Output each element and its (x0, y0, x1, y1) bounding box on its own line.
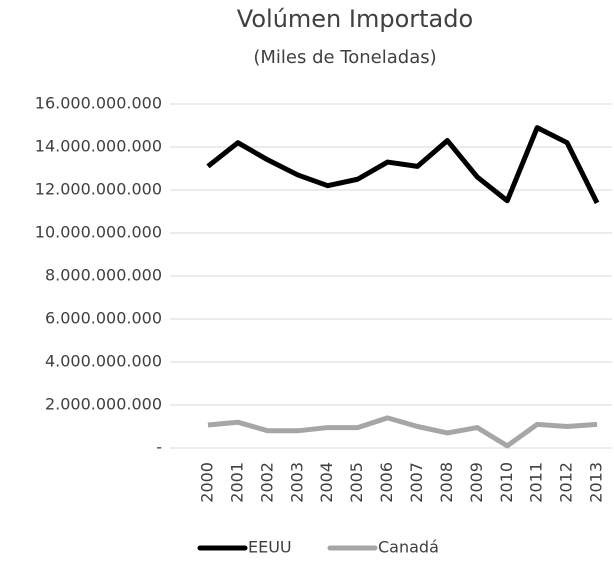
y-tick-label: 4.000.000.000 (45, 352, 162, 371)
legend-label: Canadá (378, 538, 439, 557)
x-tick-label: 2011 (527, 462, 546, 503)
x-tick-label: 2013 (587, 462, 606, 503)
x-tick-label: 2012 (557, 462, 576, 503)
y-tick-label: 12.000.000.000 (35, 180, 162, 199)
x-tick-label: 2000 (197, 462, 216, 503)
y-tick-label: 10.000.000.000 (35, 223, 162, 242)
x-tick-label: 2008 (437, 462, 456, 503)
y-tick-label: 8.000.000.000 (45, 266, 162, 285)
x-tick-label: 2009 (467, 462, 486, 503)
y-tick-label: 16.000.000.000 (35, 94, 162, 113)
y-tick-label: 6.000.000.000 (45, 309, 162, 328)
y-tick-label: 14.000.000.000 (35, 137, 162, 156)
y-tick-label: 2.000.000.000 (45, 395, 162, 414)
x-tick-label: 2007 (407, 462, 426, 503)
x-tick-label: 2001 (227, 462, 246, 503)
y-tick-label: - (156, 438, 162, 457)
x-tick-label: 2006 (377, 462, 396, 503)
x-tick-label: 2010 (497, 462, 516, 503)
x-tick-label: 2003 (287, 462, 306, 503)
x-tick-label: 2002 (257, 462, 276, 503)
line-series (206, 125, 600, 205)
line-series (207, 415, 598, 449)
x-tick-label: 2004 (317, 462, 336, 503)
x-tick-label: 2005 (347, 462, 366, 503)
chart-subtitle: (Miles de Toneladas) (253, 47, 436, 68)
chart-title: Volúmen Importado (237, 5, 473, 33)
legend-label: EEUU (248, 538, 292, 557)
